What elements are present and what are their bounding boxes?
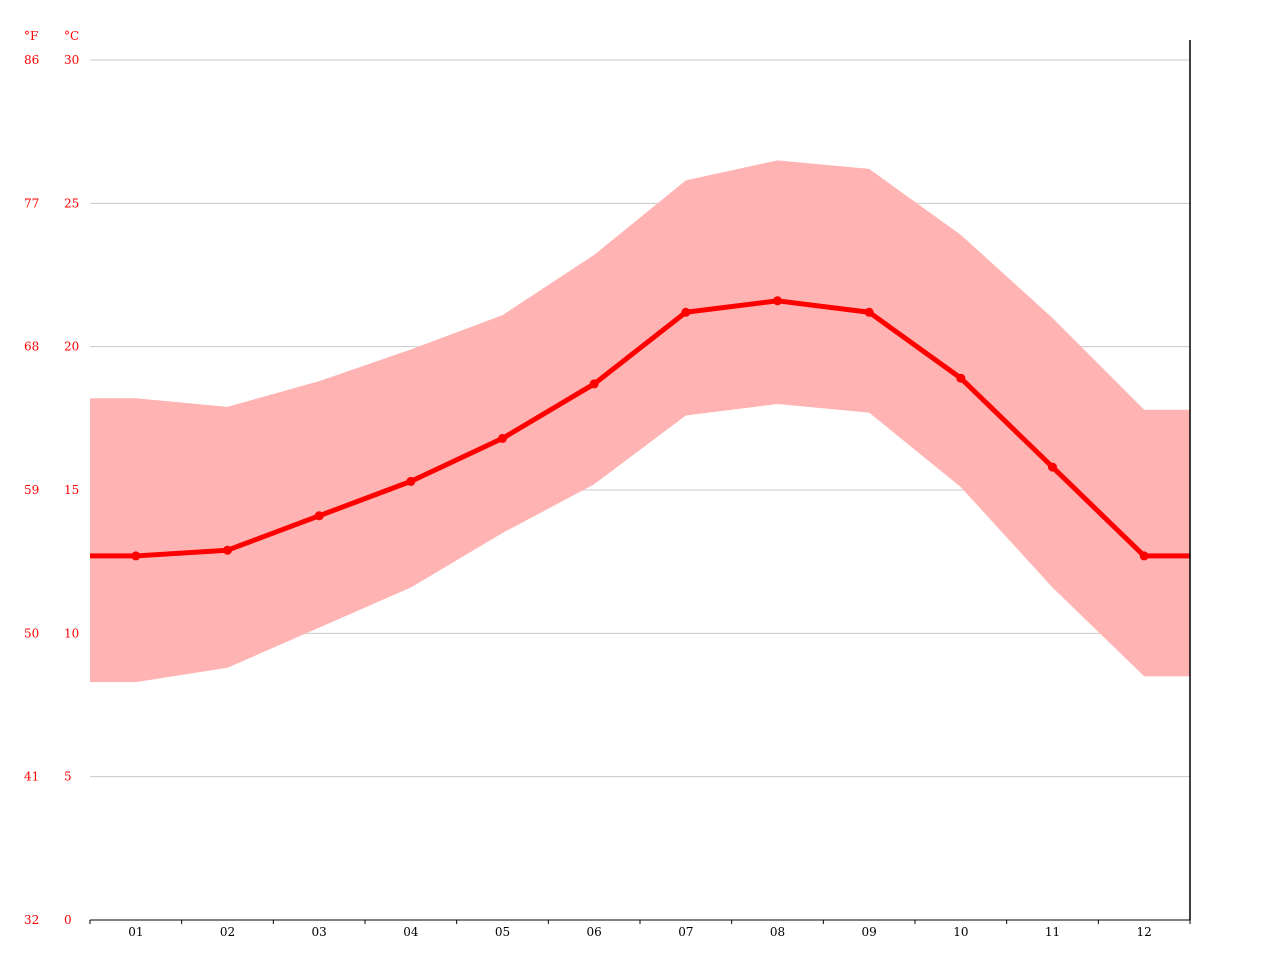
x-tick-label-01: 01: [128, 925, 143, 939]
x-tick-label-12: 12: [1137, 925, 1152, 939]
data-points: [131, 296, 1149, 561]
y-tick-label-c-20: 20: [64, 340, 79, 354]
data-point-05: [498, 433, 507, 443]
x-tick-label-04: 04: [403, 925, 419, 939]
x-tick-label-09: 09: [862, 925, 877, 939]
x-tick-label-05: 05: [495, 925, 510, 939]
x-tick-marks: [89, 920, 1191, 924]
y-tick-label-f-86: 86: [24, 53, 39, 67]
x-tick-label-11: 11: [1045, 925, 1060, 939]
y-tick-label-f-68: 68: [24, 340, 39, 354]
y-tick-label-f-41: 41: [24, 770, 39, 784]
data-point-03: [314, 511, 324, 521]
x-tick-label-06: 06: [587, 925, 602, 939]
data-point-06: [589, 379, 599, 389]
y-tick-label-f-32: 32: [24, 913, 39, 927]
temperature-range-band: [90, 160, 1190, 683]
y-tick-label-f-50: 50: [24, 626, 39, 640]
x-tick-label-10: 10: [953, 925, 968, 939]
data-point-01: [131, 551, 141, 561]
data-point-11: [1048, 462, 1057, 472]
data-point-08: [773, 296, 782, 306]
y-tick-label-c-30: 30: [64, 53, 79, 67]
data-point-10: [956, 373, 966, 383]
data-point-09: [864, 307, 874, 317]
y-tick-label-f-59: 59: [24, 483, 39, 497]
x-tick-labels: 01 02 03 04 05 06 07 08 09 10 11 12: [128, 925, 1152, 939]
x-tick-label-08: 08: [770, 925, 785, 939]
y-tick-label-c-15: 15: [64, 483, 79, 497]
y-tick-label-f-77: 77: [24, 196, 39, 210]
x-tick-label-03: 03: [312, 925, 327, 939]
x-tick-label-07: 07: [678, 925, 693, 939]
y-tick-label-c-25: 25: [64, 196, 79, 210]
y-tick-label-c-10: 10: [64, 626, 79, 640]
average-temperature-line: [90, 298, 1190, 559]
data-point-12: [1139, 551, 1149, 561]
data-point-07: [681, 307, 691, 317]
y-tick-label-c-0: 0: [64, 913, 72, 927]
y-tick-labels: 0 32 5 41 10 50 15 59 20 68 25 77 30 86: [24, 53, 79, 927]
data-point-02: [223, 545, 232, 555]
data-point-04: [406, 476, 416, 486]
y-tick-label-c-5: 5: [64, 770, 72, 784]
x-tick-label-02: 02: [220, 925, 235, 939]
unit-label-fahrenheit: °F: [24, 29, 38, 43]
unit-label-celsius: °C: [64, 29, 79, 43]
